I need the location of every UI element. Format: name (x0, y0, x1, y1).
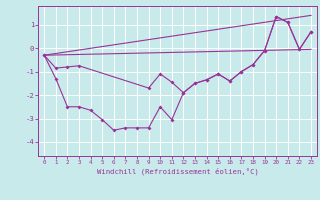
X-axis label: Windchill (Refroidissement éolien,°C): Windchill (Refroidissement éolien,°C) (97, 168, 259, 175)
